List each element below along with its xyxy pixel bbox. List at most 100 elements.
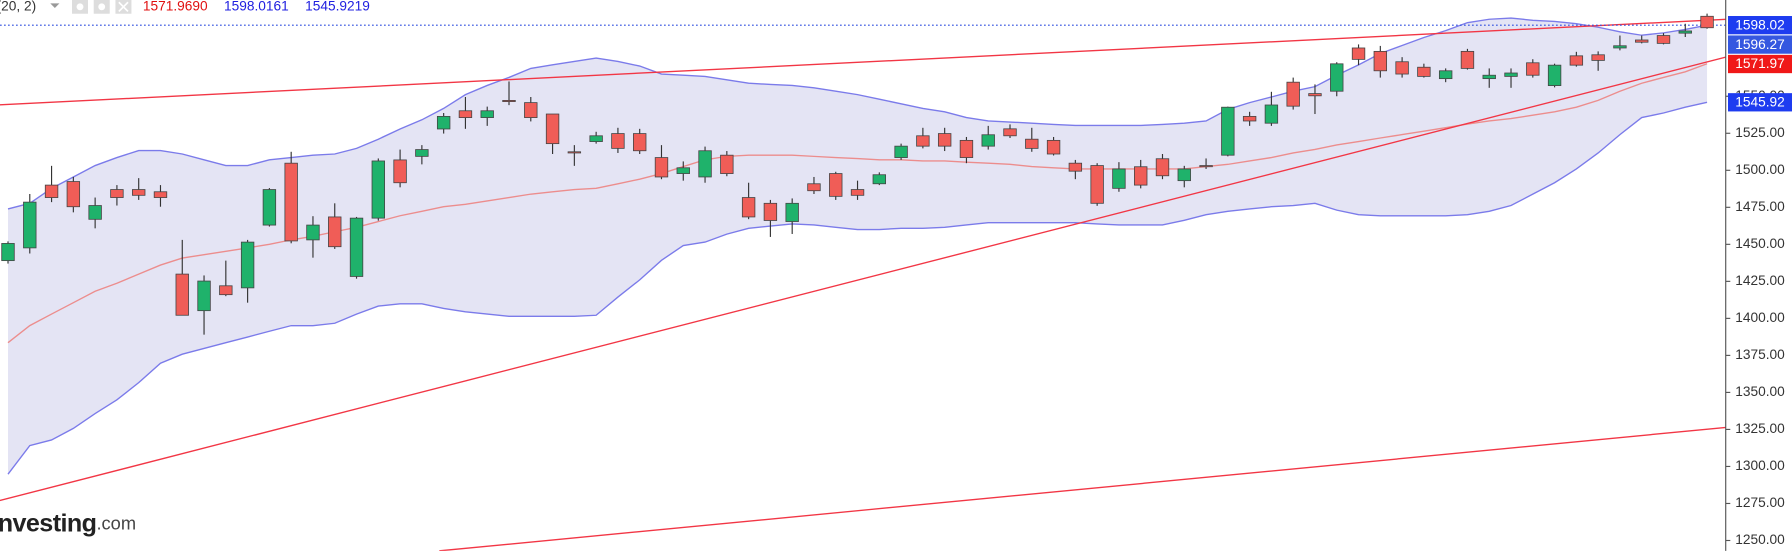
indicator-params: (20, 2) — [0, 0, 36, 13]
watermark: nvesting.com — [0, 509, 136, 537]
candle-body — [916, 135, 930, 147]
candle-body — [284, 162, 298, 242]
trend-line — [0, 56, 1726, 502]
watermark-name: nvesting — [0, 509, 96, 537]
price-label: 1571.97 — [1735, 56, 1785, 71]
candle-body — [1635, 39, 1649, 43]
candle-body — [219, 285, 233, 296]
candle-body — [741, 197, 756, 218]
price-label-box — [1728, 16, 1792, 35]
price-label-box — [1728, 35, 1792, 54]
candle-body — [132, 189, 146, 196]
candle-body — [1025, 138, 1039, 149]
candle-body — [306, 224, 320, 241]
candle-body — [393, 159, 407, 184]
price-label-box — [1728, 54, 1792, 74]
candle-body — [1460, 50, 1475, 69]
price-label: 1596.27 — [1735, 37, 1785, 52]
candle-body — [1134, 166, 1148, 186]
candle-body — [262, 189, 277, 226]
y-tick-label: 1300.00 — [1735, 458, 1785, 473]
y-tick-label: 1475.00 — [1735, 199, 1785, 214]
candle-body — [458, 110, 473, 118]
y-tick-label: 1275.00 — [1735, 495, 1785, 510]
candle-body — [1482, 74, 1496, 80]
candle-body — [480, 110, 494, 118]
candle-body — [894, 145, 908, 158]
candle-body — [1155, 158, 1170, 177]
candle-body — [611, 133, 625, 149]
legend-value: 1571.9690 — [143, 0, 208, 13]
candle-body — [785, 202, 799, 222]
candle-body — [1613, 45, 1627, 49]
candle-body — [981, 134, 995, 147]
price-label-box — [1728, 93, 1792, 112]
candle-body — [872, 174, 887, 185]
options-icon-glyph — [98, 3, 106, 11]
candle-body — [88, 205, 102, 220]
y-tick-label: 1325.00 — [1735, 421, 1785, 436]
candle-body — [1177, 168, 1191, 182]
candle-body — [1264, 104, 1279, 124]
candle-body — [1221, 106, 1235, 156]
dropdown-arrow[interactable] — [50, 3, 60, 8]
candle-body — [1547, 64, 1562, 86]
candle-body — [1417, 66, 1431, 77]
candle-body — [1678, 30, 1692, 34]
candle-body — [1046, 139, 1061, 155]
candle-body — [349, 217, 364, 277]
candle-body — [1199, 165, 1213, 168]
candle-body — [175, 273, 189, 316]
candle-body — [23, 201, 37, 249]
band-fill — [8, 18, 1708, 475]
y-tick-label: 1250.00 — [1735, 532, 1785, 547]
candle-body — [654, 157, 669, 178]
y-tick-label: 1425.00 — [1735, 273, 1785, 288]
candle-body — [1438, 70, 1453, 80]
candle-body — [371, 160, 385, 219]
candle-body — [850, 189, 865, 196]
candle-body — [676, 167, 690, 174]
candle-body — [633, 133, 647, 152]
candle-body — [328, 216, 342, 248]
candle-body — [1068, 162, 1083, 172]
candle-body — [1242, 115, 1257, 122]
candle-body — [1700, 15, 1714, 29]
watermark-domain: .com — [96, 512, 136, 533]
candle-body — [567, 151, 582, 154]
candle-body — [1504, 72, 1518, 77]
candle-body — [197, 280, 211, 312]
candle-body — [415, 149, 429, 157]
candle-body — [436, 115, 451, 130]
candle-body — [1286, 81, 1300, 107]
candle-body — [807, 183, 821, 192]
price-label: 1545.92 — [1735, 94, 1785, 109]
candle-body — [1, 243, 15, 262]
candle-body — [698, 150, 712, 178]
legend-value: 1545.9219 — [305, 0, 370, 13]
candle-body — [1308, 93, 1322, 97]
y-tick-label: 1400.00 — [1735, 310, 1785, 325]
candle-body — [153, 191, 168, 198]
legend-value: 1598.0161 — [224, 0, 289, 13]
trend-line — [0, 18, 1726, 106]
price-axis: 1250.00 1275.00 1300.00 1325.00 1350.00 1375.… — [1725, 16, 1792, 547]
candle-body — [1395, 61, 1409, 75]
candle-body — [720, 154, 734, 174]
candle-body — [1351, 47, 1366, 60]
y-tick-label: 1350.00 — [1735, 384, 1785, 399]
y-tick-label: 1375.00 — [1735, 347, 1785, 362]
settings-icon-glyph — [76, 3, 84, 11]
trend-line — [439, 426, 1726, 551]
candle-body — [524, 102, 538, 118]
candle-body — [44, 184, 59, 198]
candle-body — [1591, 54, 1605, 61]
candle-body — [1090, 165, 1104, 204]
price-label: 1598.02 — [1735, 17, 1785, 32]
candle-body — [1330, 63, 1344, 92]
candle-body — [240, 241, 255, 289]
candle-body — [110, 189, 124, 198]
candle-body — [763, 202, 778, 221]
candle-body — [1569, 55, 1584, 66]
